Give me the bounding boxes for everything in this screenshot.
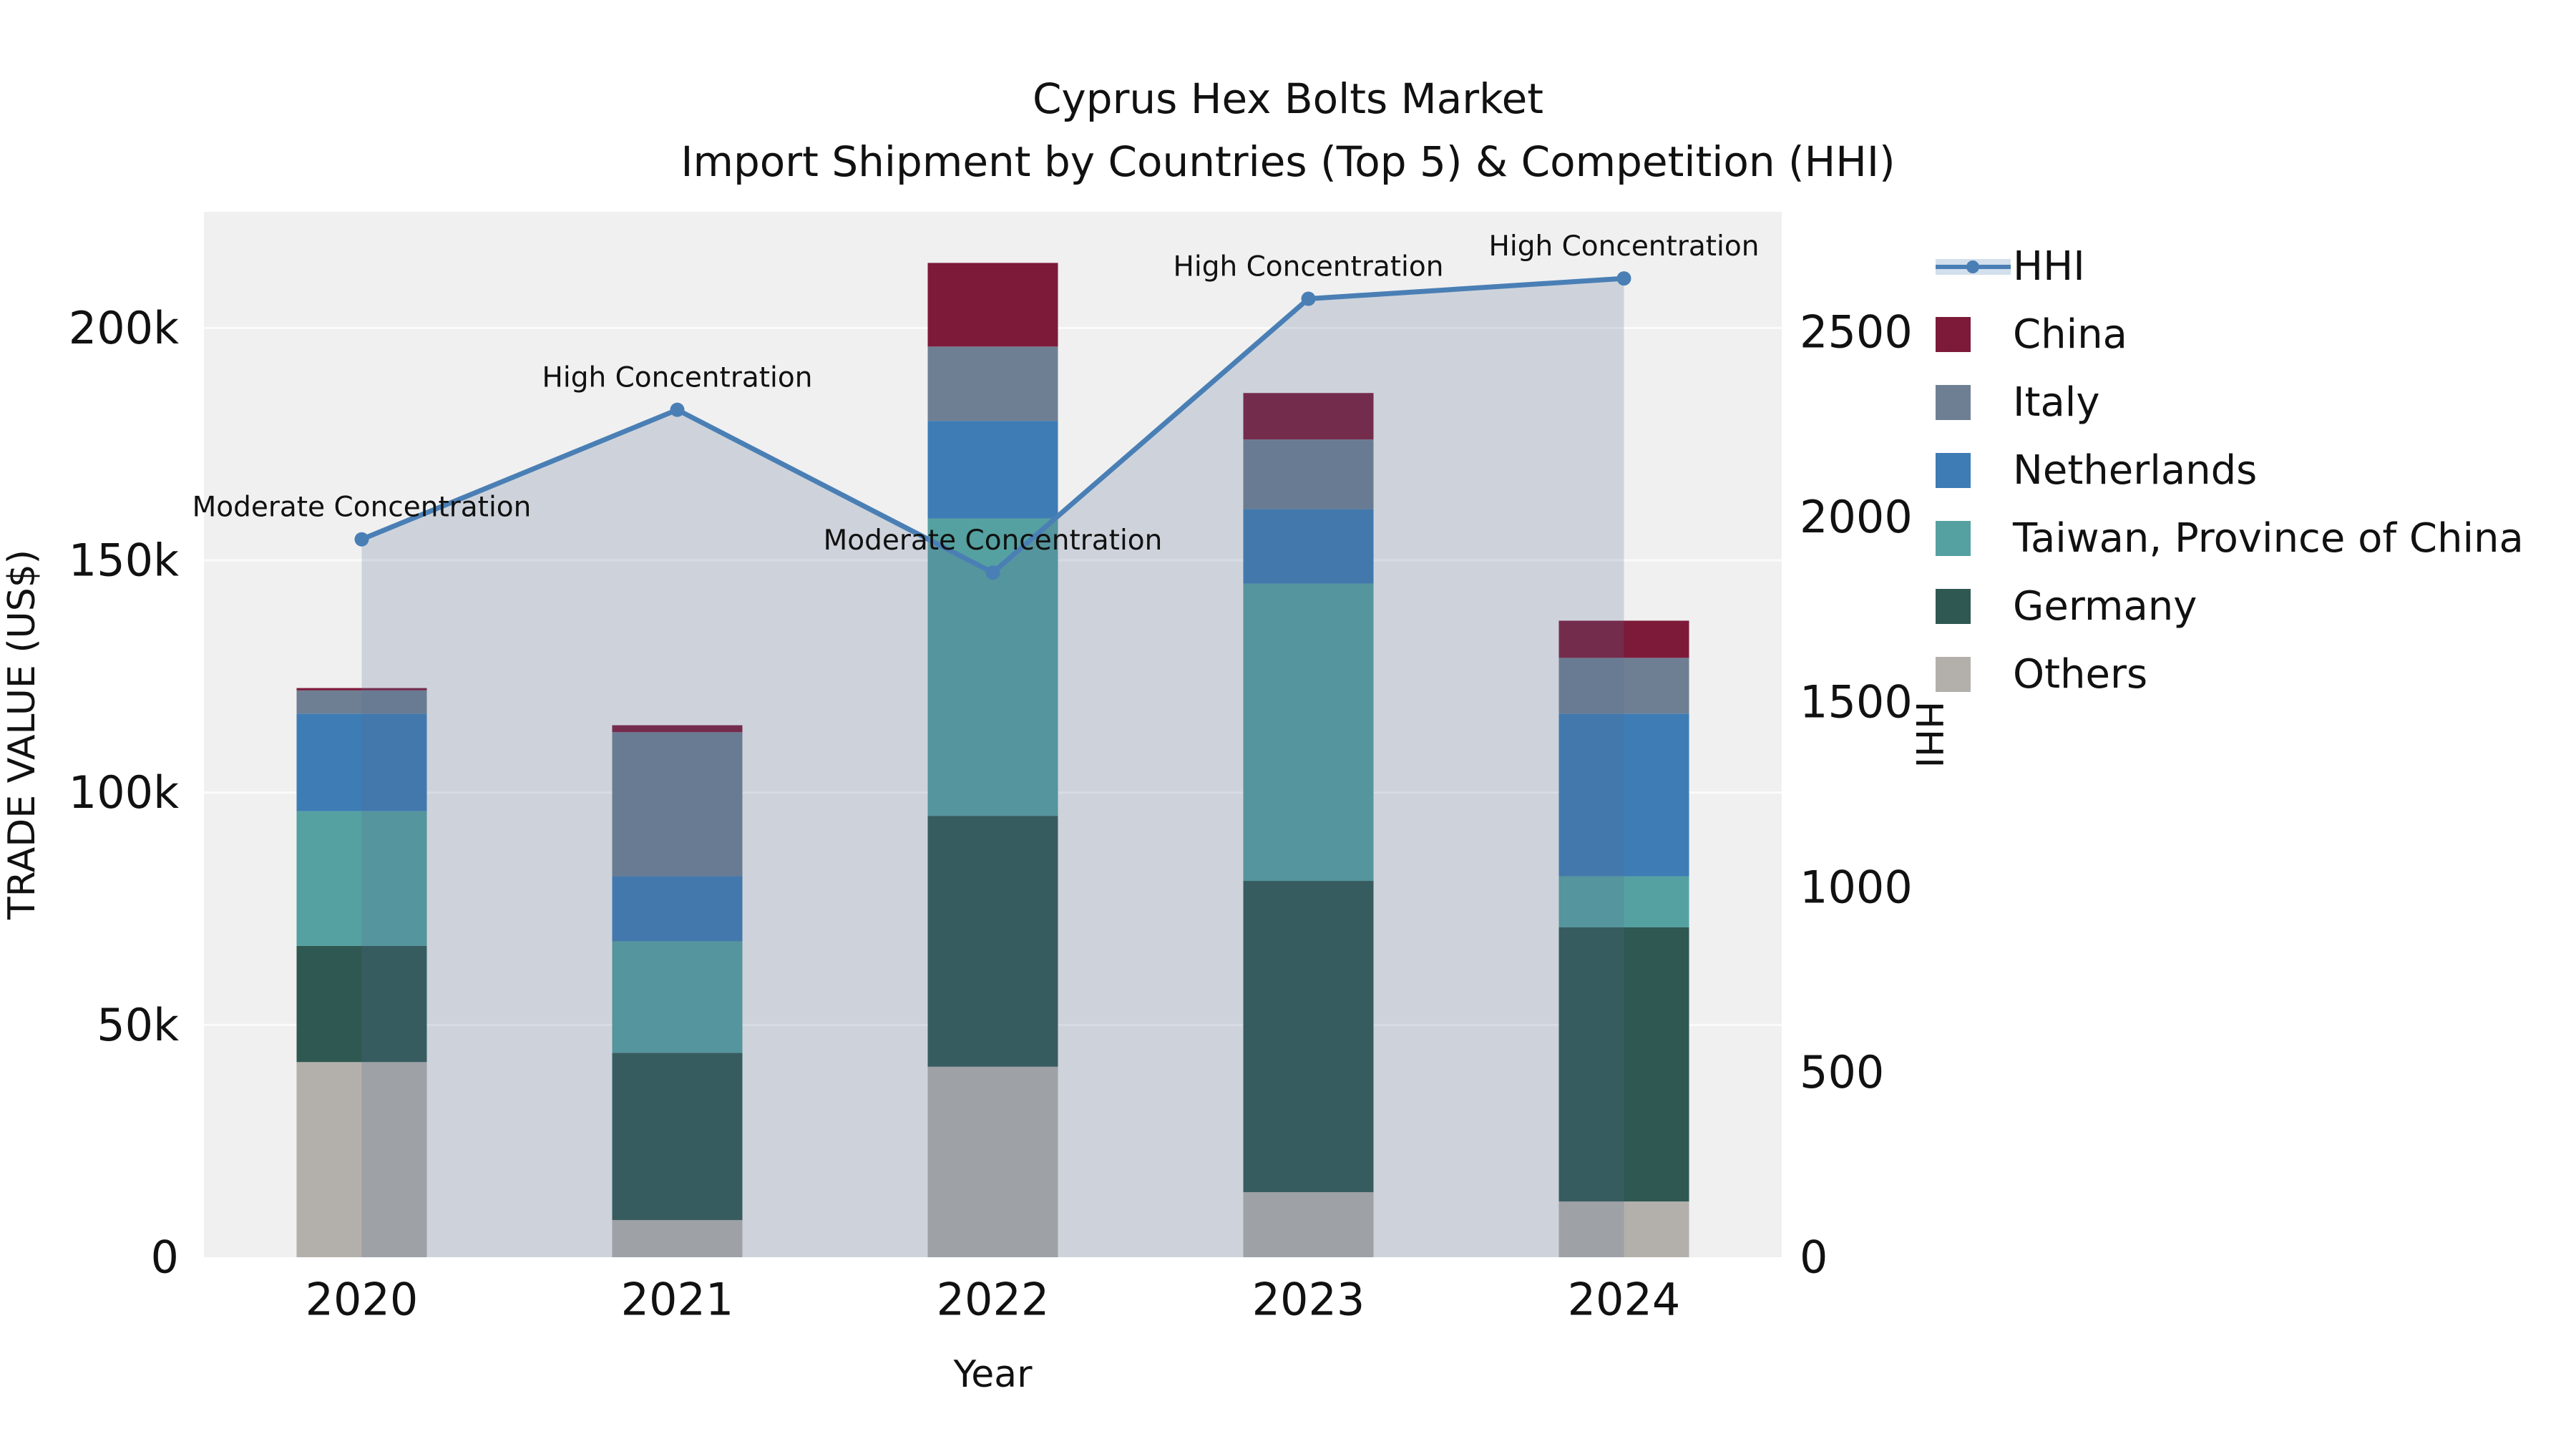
hhi-line-swatch-icon xyxy=(1936,250,2013,284)
y-right-tick-2500: 2500 xyxy=(1800,306,1913,358)
hhi-marker-2022 xyxy=(985,565,1000,580)
bar-segment-2020-italy xyxy=(296,690,427,714)
x-tick-2022: 2022 xyxy=(937,1273,1050,1325)
bar-segment-2023-netherlands xyxy=(1243,509,1374,584)
bar-segment-2022-germany xyxy=(927,816,1058,1067)
hhi-area xyxy=(361,278,1624,1257)
hhi-annotation-2023: High Concentration xyxy=(1174,251,1444,283)
bar-segment-2021-others xyxy=(612,1220,743,1257)
hhi-marker-2020 xyxy=(354,532,369,547)
x-tick-2020: 2020 xyxy=(306,1273,419,1325)
bar-segment-2024-china xyxy=(1558,620,1689,658)
legend-label: Netherlands xyxy=(2013,447,2258,494)
bar-segment-2024-italy xyxy=(1558,658,1689,714)
hhi-marker-2021 xyxy=(670,402,685,417)
bar-segment-2020-taiwan-province-of-china xyxy=(296,811,427,946)
x-axis-label: Year xyxy=(952,1353,1033,1396)
legend-item-netherlands: Netherlands xyxy=(1936,436,2524,504)
legend-label: HHI xyxy=(2013,243,2085,290)
chart-title-line1: Cyprus Hex Bolts Market xyxy=(1032,74,1544,123)
y-left-tick-100k: 100k xyxy=(69,766,179,819)
x-tick-2024: 2024 xyxy=(1568,1273,1681,1325)
bar-segment-2024-others xyxy=(1558,1201,1689,1257)
hhi-annotation-2020: Moderate Concentration xyxy=(192,492,532,524)
legend-item-germany: Germany xyxy=(1936,572,2524,640)
bar-segment-2022-italy xyxy=(927,346,1058,421)
legend-label: Others xyxy=(2013,651,2148,698)
bar-segment-2022-china xyxy=(927,263,1058,347)
y-right-tick-1000: 1000 xyxy=(1800,861,1913,913)
bar-segment-2023-taiwan-province-of-china xyxy=(1243,583,1374,882)
series-swatch-icon-others xyxy=(1936,657,2013,692)
bar-segment-2020-netherlands xyxy=(296,713,427,811)
chart-title-line2: Import Shipment by Countries (Top 5) & C… xyxy=(680,137,1896,186)
bar-segment-2021-netherlands xyxy=(612,876,743,942)
x-tick-2023: 2023 xyxy=(1252,1273,1365,1325)
series-swatch-icon-italy xyxy=(1936,385,2013,420)
legend-label: Germany xyxy=(2013,583,2197,630)
bar-segment-2022-netherlands xyxy=(927,421,1058,519)
hhi-annotation-2021: High Concentration xyxy=(542,362,813,394)
series-swatch-icon-china xyxy=(1936,317,2013,352)
y-left-tick-0: 0 xyxy=(151,1231,179,1284)
bar-segment-2024-netherlands xyxy=(1558,713,1689,877)
y-right-tick-500: 500 xyxy=(1800,1046,1884,1098)
bar-segment-2024-taiwan-province-of-china xyxy=(1558,876,1689,927)
bar-segment-2021-taiwan-province-of-china xyxy=(612,941,743,1053)
bar-segment-2021-italy xyxy=(612,732,743,877)
hhi-annotation-2022: Moderate Concentration xyxy=(824,525,1163,557)
legend-item-others: Others xyxy=(1936,640,2524,708)
legend-label: Taiwan, Province of China xyxy=(2013,515,2524,562)
legend-item-china: China xyxy=(1936,301,2524,369)
y-right-axis-label: HHI xyxy=(1907,701,1950,769)
x-tick-2021: 2021 xyxy=(621,1273,734,1325)
legend-item-taiwan-province-of-china: Taiwan, Province of China xyxy=(1936,504,2524,572)
bar-segment-2023-others xyxy=(1243,1192,1374,1257)
y-right-tick-2000: 2000 xyxy=(1800,491,1913,543)
legend-label: Italy xyxy=(2013,379,2100,426)
legend-item-italy: Italy xyxy=(1936,369,2524,436)
bar-segment-2020-china xyxy=(296,688,427,691)
bar-segment-2023-italy xyxy=(1243,439,1374,509)
bar-segment-2024-germany xyxy=(1558,927,1689,1202)
y-left-tick-200k: 200k xyxy=(69,302,179,354)
hhi-annotation-2024: High Concentration xyxy=(1489,230,1760,263)
legend-label: China xyxy=(2013,311,2127,358)
series-swatch-icon-taiwan-province-of-china xyxy=(1936,521,2013,556)
bar-segment-2020-others xyxy=(296,1062,427,1257)
y-left-tick-50k: 50k xyxy=(97,999,179,1051)
bar-segment-2023-china xyxy=(1243,393,1374,440)
hhi-marker-2023 xyxy=(1301,291,1316,306)
bar-segment-2022-others xyxy=(927,1066,1058,1257)
y-left-tick-150k: 150k xyxy=(69,535,179,587)
y-right-tick-1500: 1500 xyxy=(1800,676,1913,728)
bar-segment-2021-china xyxy=(612,725,743,733)
chart-title: Cyprus Hex Bolts Market Import Shipment … xyxy=(0,67,2576,193)
hhi-marker-2024 xyxy=(1616,271,1631,286)
bar-segment-2021-germany xyxy=(612,1053,743,1221)
series-swatch-icon-germany xyxy=(1936,589,2013,624)
y-right-tick-0: 0 xyxy=(1800,1231,1828,1284)
legend-item-hhi: HHI xyxy=(1936,233,2524,301)
y-left-axis-label: TRADE VALUE (US$) xyxy=(1,550,44,920)
series-swatch-icon-netherlands xyxy=(1936,453,2013,488)
bar-segment-2023-germany xyxy=(1243,881,1374,1193)
bar-segment-2020-germany xyxy=(296,945,427,1063)
chart-legend: HHI China Italy Netherlands Taiwan, Province… xyxy=(1936,233,2524,708)
